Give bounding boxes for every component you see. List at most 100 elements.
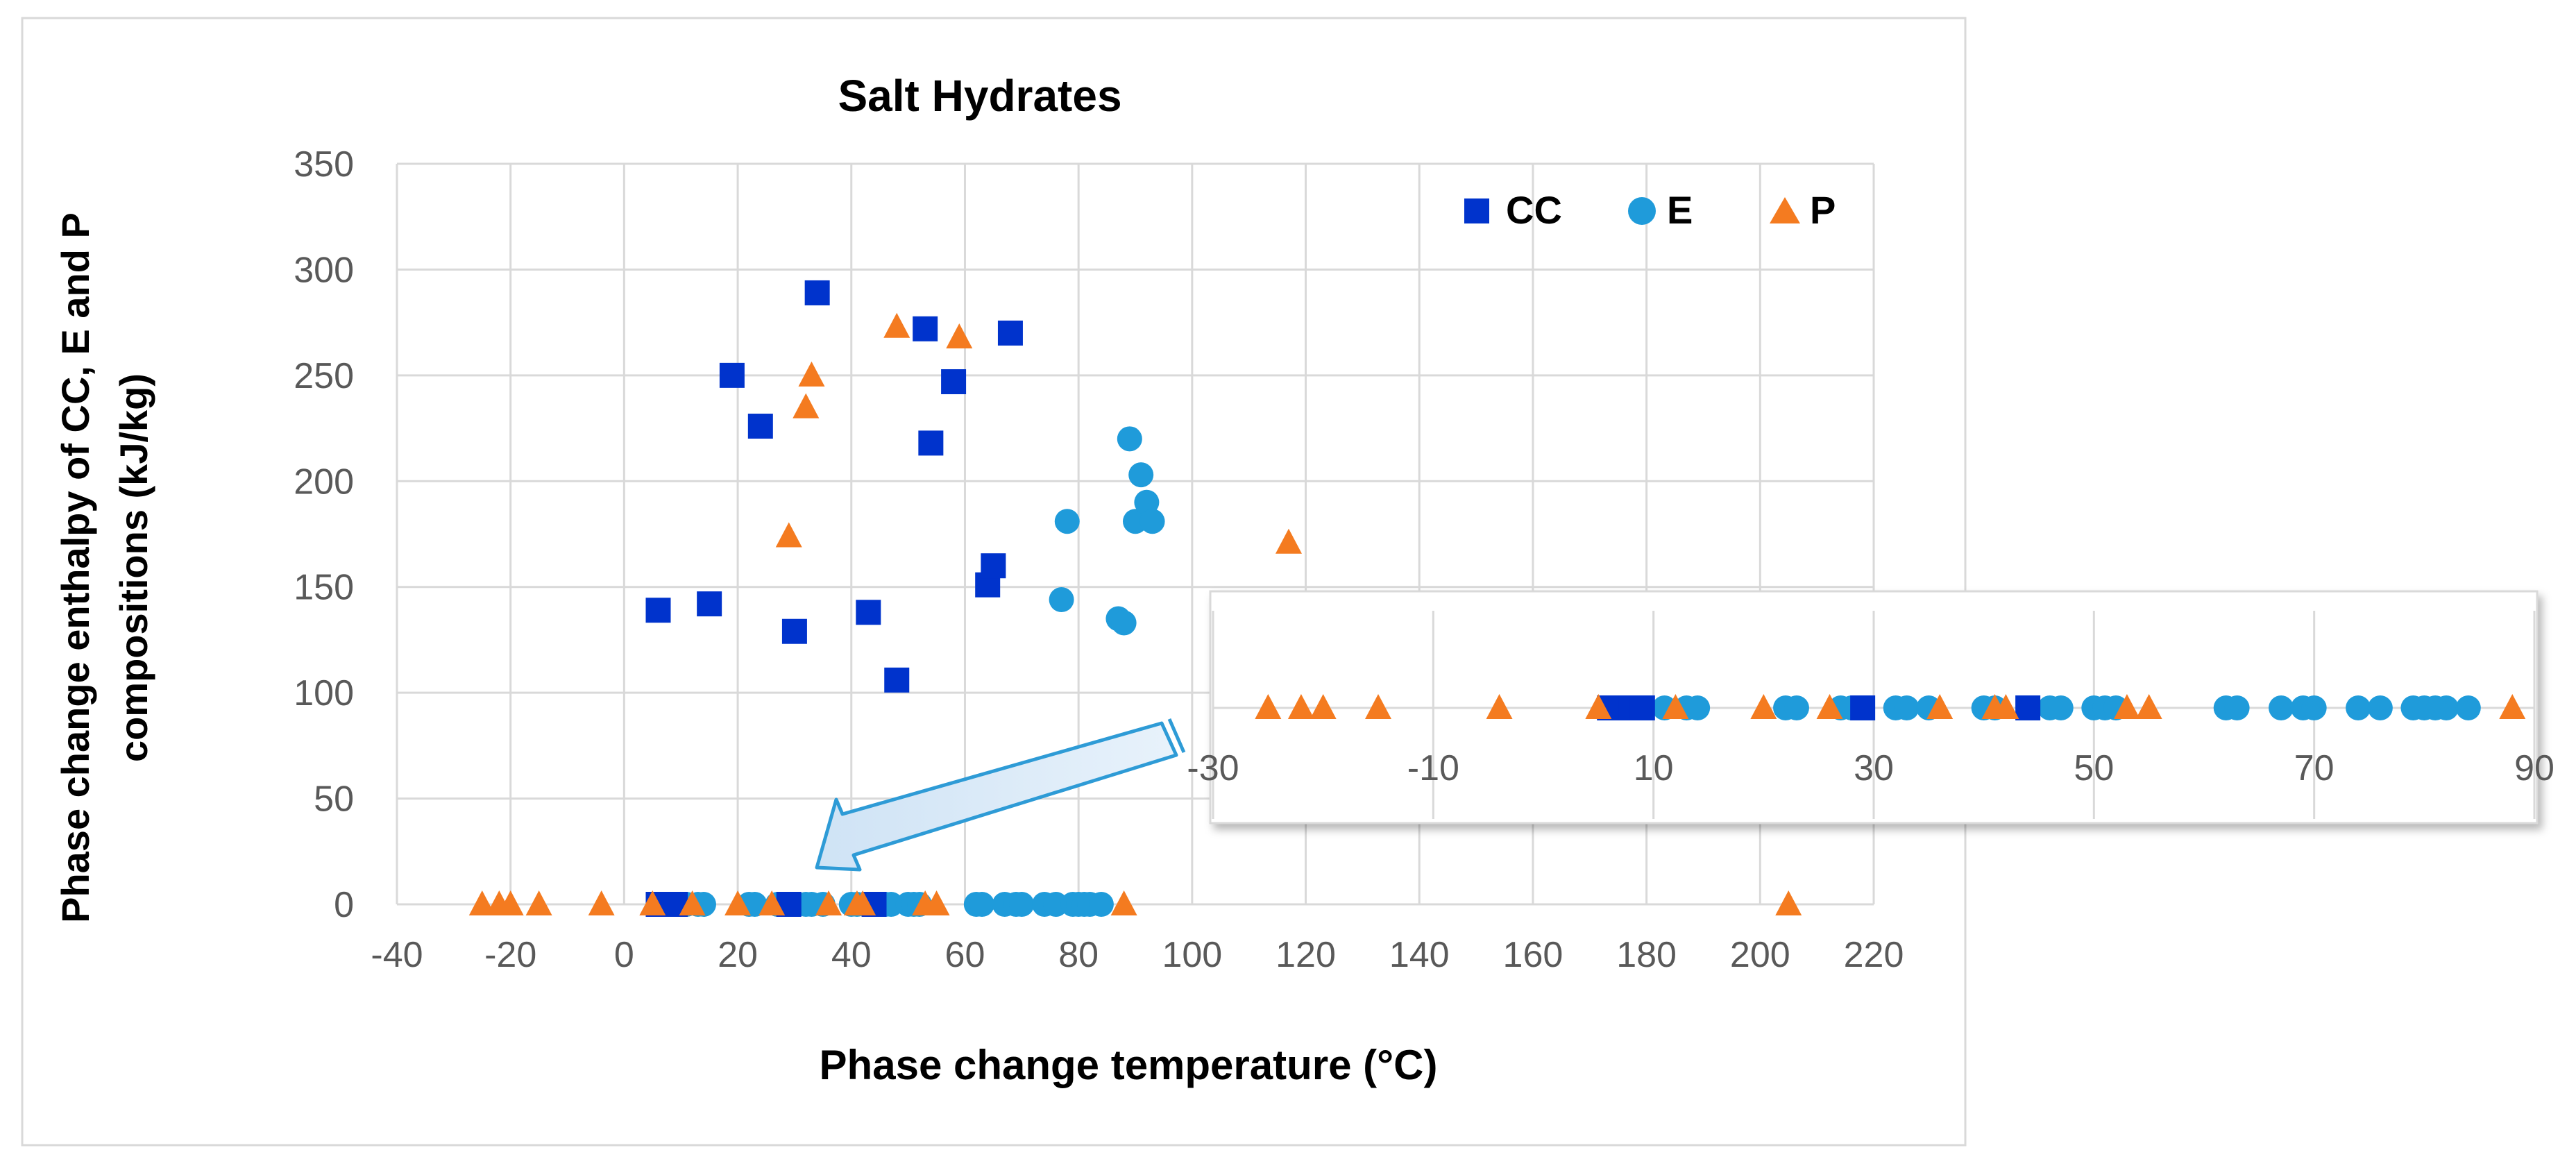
inset-data-point-p	[1310, 694, 1337, 719]
data-point-e	[1054, 509, 1080, 534]
data-point-p	[849, 890, 876, 915]
main-x-tick-label: 200	[1730, 935, 1790, 975]
data-point-p	[883, 312, 910, 338]
main-x-tick-label: 20	[718, 935, 758, 975]
data-point-e	[742, 892, 768, 917]
data-point-p	[588, 890, 615, 915]
main-x-tick-label: 0	[614, 935, 634, 975]
main-x-tick-label: 100	[1162, 935, 1222, 975]
main-y-tick-label: 150	[294, 568, 354, 608]
main-x-tick-label: 220	[1844, 935, 1904, 975]
data-point-cc	[697, 591, 722, 617]
data-point-e	[1009, 892, 1035, 917]
legend-marker-e	[1628, 197, 1656, 225]
data-point-e	[969, 892, 995, 917]
chart-title: Salt Hydrates	[838, 71, 1121, 121]
inset-data-point-p	[2135, 694, 2162, 719]
main-y-tick-label: 100	[294, 673, 354, 713]
zoom-arrow-tail-line	[1167, 718, 1186, 754]
main-x-tick-label: -40	[371, 935, 423, 975]
inset-data-points	[1255, 694, 2526, 720]
inset-data-point-e	[2224, 695, 2250, 720]
data-point-p	[1275, 528, 1302, 554]
inset-x-tick-labels: -30 -10 10 30 50 70 90	[1187, 748, 2554, 788]
inset-x-tick-label: 50	[2074, 748, 2114, 788]
main-y-tick-label: 300	[294, 250, 354, 290]
data-point-cc	[645, 598, 671, 623]
data-point-p	[923, 890, 950, 915]
inset-data-point-cc	[1629, 695, 1655, 720]
inset-x-tick-label: 30	[1854, 748, 1894, 788]
data-point-e	[1128, 462, 1154, 488]
data-point-e	[1117, 426, 1142, 452]
inset-data-point-p	[1585, 694, 1612, 719]
inset-data-point-p	[1486, 694, 1513, 719]
data-point-cc	[997, 320, 1023, 346]
legend-marker-p	[1770, 197, 1800, 223]
inset-data-point-p	[2113, 694, 2140, 719]
main-y-tick-label: 0	[334, 885, 354, 925]
data-point-cc	[981, 553, 1006, 579]
data-point-cc	[918, 430, 944, 456]
data-point-p	[525, 890, 552, 915]
inset-data-point-p	[2499, 694, 2526, 719]
main-y-tick-labels: 0 50 100 150 200 250 300 350	[294, 144, 354, 925]
y-axis-title-line-1: Phase change enthalpy of CC, E and P	[53, 212, 97, 923]
main-data-points	[468, 280, 1802, 917]
data-point-p	[946, 323, 973, 348]
inset-data-point-e	[2269, 695, 2294, 720]
data-point-e	[1139, 509, 1165, 534]
inset-data-point-p	[1365, 694, 1391, 719]
data-point-cc	[941, 369, 967, 395]
main-y-tick-label: 250	[294, 356, 354, 396]
main-y-tick-label: 50	[314, 779, 354, 820]
data-point-p	[679, 890, 706, 915]
legend-label-e: E	[1667, 188, 1693, 232]
inset-data-point-cc	[1850, 695, 1876, 720]
data-point-cc	[747, 414, 773, 439]
inset-x-tick-label: 10	[1634, 748, 1674, 788]
data-point-e	[1049, 587, 1074, 613]
main-x-tick-label: 180	[1616, 935, 1677, 975]
data-point-p	[1775, 890, 1802, 915]
data-point-p	[1110, 890, 1137, 915]
data-point-e	[1088, 892, 1114, 917]
inset-data-point-p	[1287, 694, 1314, 719]
inset-data-point-e	[2367, 695, 2393, 720]
legend-label-cc: CC	[1506, 188, 1562, 232]
data-point-cc	[719, 362, 745, 388]
zoom-arrow	[815, 718, 1186, 872]
inset-data-point-e	[2048, 695, 2074, 720]
inset-data-point-e	[1783, 695, 1809, 720]
main-x-tick-label: 140	[1389, 935, 1450, 975]
data-point-p	[724, 890, 752, 915]
inset-x-tick-label: 90	[2514, 748, 2554, 788]
main-x-tick-labels: -40 -20 0 20 40 60 80 100 120 140 160 180 200 220	[371, 935, 1904, 975]
y-axis-title-line-2: compositions (kJ/kg)	[112, 373, 155, 762]
y-axis-title: Phase change enthalpy of CC, E and P com…	[53, 212, 155, 923]
inset-data-point-cc	[2015, 695, 2041, 720]
inset-data-point-p	[1255, 694, 1282, 719]
data-point-p	[815, 890, 842, 915]
data-point-cc	[804, 280, 830, 305]
data-point-p	[468, 890, 495, 915]
inset-data-point-e	[1685, 695, 1711, 720]
data-point-e	[1134, 489, 1160, 515]
main-x-tick-label: 120	[1276, 935, 1336, 975]
inset-data-point-e	[1894, 695, 1920, 720]
data-point-cc	[884, 667, 910, 693]
data-point-cc	[913, 316, 938, 341]
inset-data-point-e	[2434, 695, 2459, 720]
data-point-p	[793, 393, 820, 419]
inset-panel: -30 -10 10 30 50 70 90	[1187, 590, 2554, 825]
data-point-p	[775, 522, 802, 548]
legend-marker-cc	[1464, 198, 1489, 223]
inset-data-point-e	[2346, 695, 2371, 720]
legend-label-p: P	[1810, 188, 1836, 232]
main-y-tick-label: 200	[294, 462, 354, 502]
main-x-tick-label: 80	[1058, 935, 1099, 975]
data-point-cc	[856, 600, 881, 625]
data-point-cc	[781, 618, 807, 644]
